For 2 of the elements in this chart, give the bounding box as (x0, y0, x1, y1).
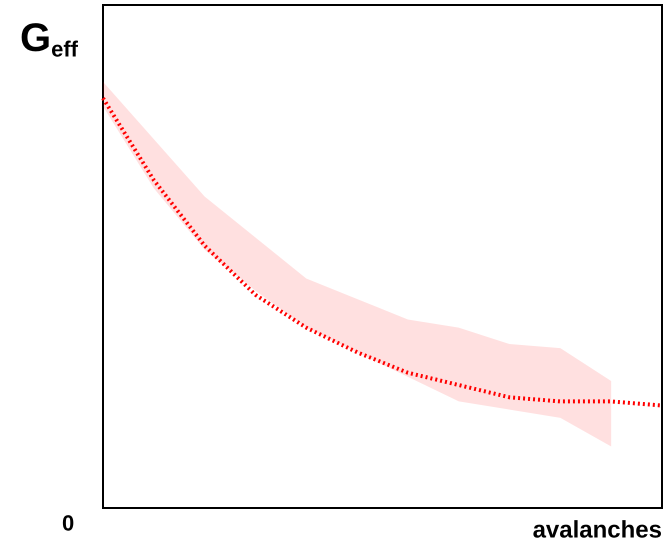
x-axis-title: avalanches (532, 516, 662, 544)
text: 0 (62, 510, 74, 536)
